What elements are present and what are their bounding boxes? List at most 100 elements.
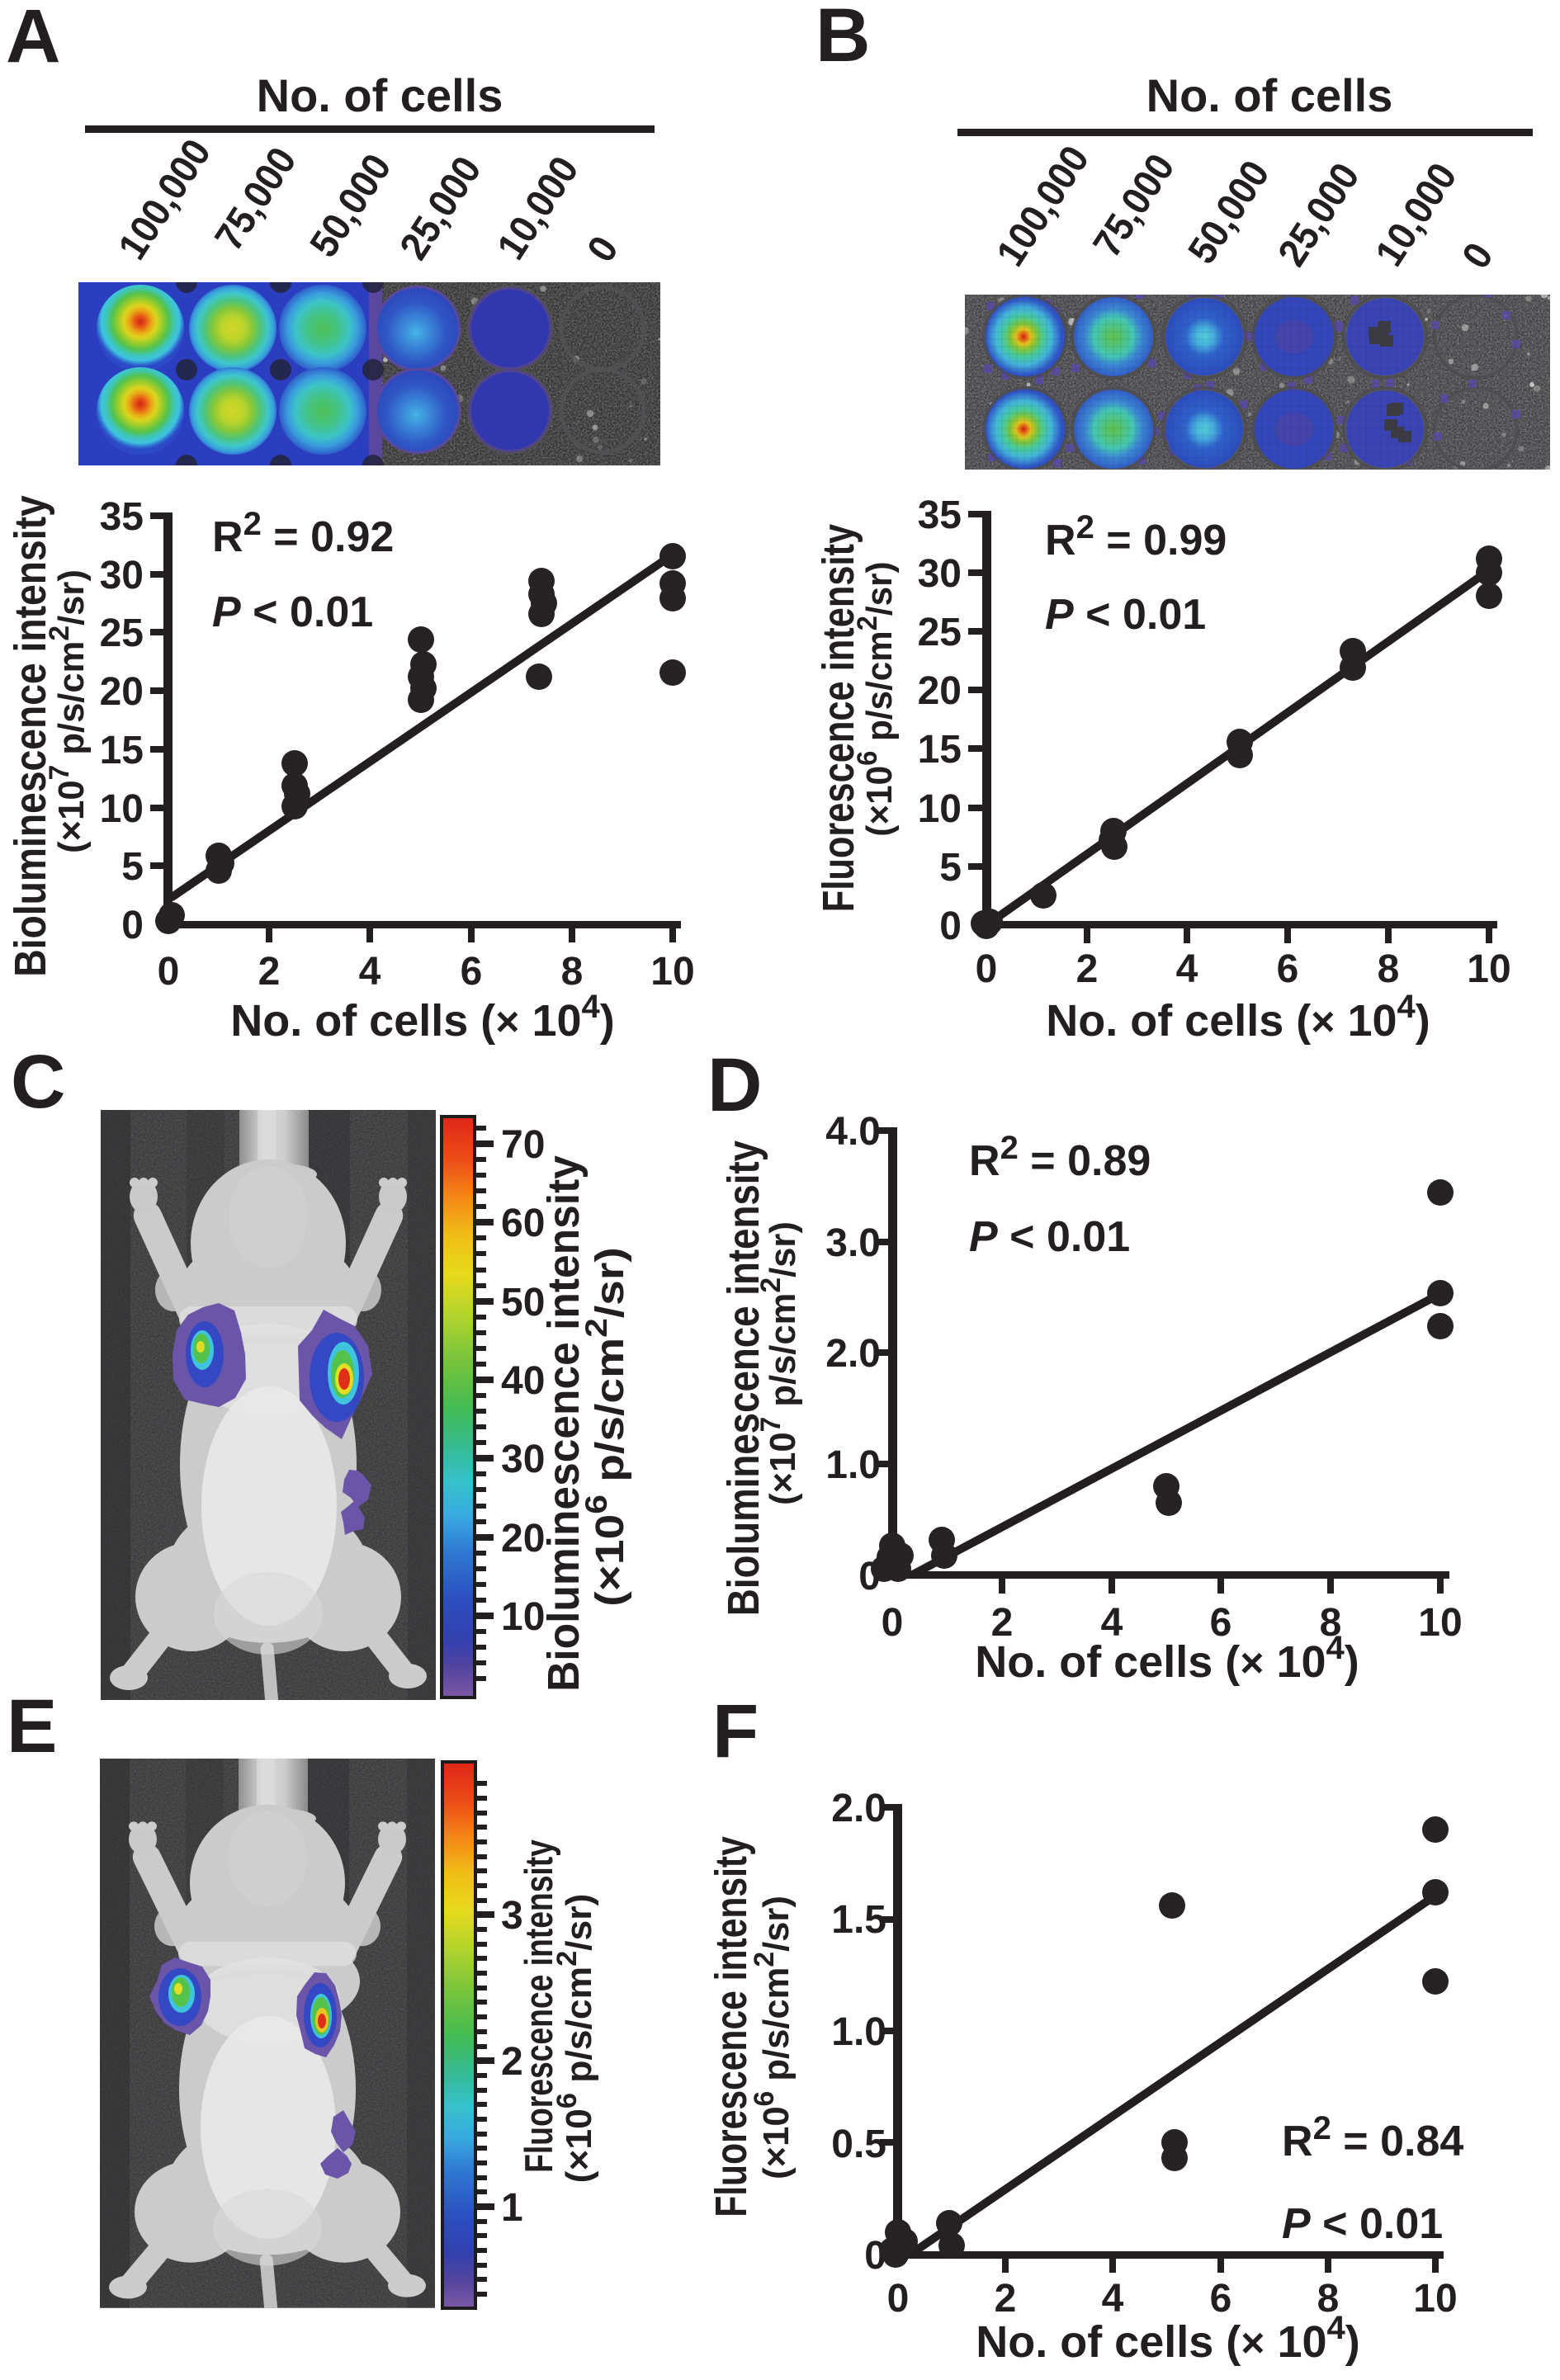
svg-text:2: 2 bbox=[1076, 947, 1099, 991]
svg-text:P < 0.01: P < 0.01 bbox=[1282, 2200, 1443, 2248]
svg-text:P < 0.01: P < 0.01 bbox=[212, 588, 373, 636]
svg-text:50: 50 bbox=[501, 1281, 545, 1325]
svg-text:(×106 p/s/cm2/sr): (×106 p/s/cm2/sr) bbox=[749, 1896, 797, 2179]
svg-text:6: 6 bbox=[1210, 2277, 1232, 2321]
svg-text:20: 20 bbox=[501, 1517, 545, 1561]
svg-text:10: 10 bbox=[501, 1595, 545, 1639]
svg-text:20: 20 bbox=[918, 669, 962, 713]
svg-text:0: 0 bbox=[976, 947, 998, 991]
svg-text:0: 0 bbox=[882, 1601, 904, 1645]
svg-text:100,000: 100,000 bbox=[110, 131, 220, 267]
svg-text:50,000: 50,000 bbox=[301, 146, 400, 265]
svg-text:100,000: 100,000 bbox=[988, 138, 1098, 274]
svg-text:10: 10 bbox=[1467, 947, 1510, 991]
svg-text:6: 6 bbox=[1210, 1601, 1232, 1645]
svg-text:30: 30 bbox=[918, 552, 962, 596]
svg-text:70: 70 bbox=[501, 1123, 545, 1167]
svg-text:0: 0 bbox=[887, 2277, 910, 2321]
svg-text:0: 0 bbox=[158, 950, 180, 994]
svg-text:R2 = 0.84: R2 = 0.84 bbox=[1282, 2110, 1463, 2165]
svg-text:(×106 p/s/cm2/sr): (×106 p/s/cm2/sr) bbox=[580, 1247, 632, 1606]
svg-text:No. of cells (× 104): No. of cells (× 104) bbox=[975, 1630, 1359, 1687]
svg-text:0: 0 bbox=[121, 904, 144, 947]
svg-text:2: 2 bbox=[991, 1601, 1014, 1645]
svg-text:2.0: 2.0 bbox=[825, 1332, 881, 1376]
svg-text:4: 4 bbox=[1176, 947, 1198, 991]
svg-text:5: 5 bbox=[939, 846, 962, 890]
svg-text:Fluorescence intensity: Fluorescence intensity bbox=[518, 1839, 560, 2173]
svg-text:10: 10 bbox=[1413, 2277, 1457, 2321]
svg-text:75,000: 75,000 bbox=[206, 139, 305, 258]
svg-text:R2 = 0.89: R2 = 0.89 bbox=[969, 1130, 1151, 1185]
svg-text:25,000: 25,000 bbox=[391, 149, 490, 267]
svg-text:15: 15 bbox=[918, 728, 962, 772]
svg-text:(×106 p/s/cm2/sr): (×106 p/s/cm2/sr) bbox=[852, 561, 900, 836]
svg-text:1.0: 1.0 bbox=[825, 1443, 881, 1487]
svg-text:4.0: 4.0 bbox=[825, 1110, 881, 1154]
svg-text:40: 40 bbox=[501, 1359, 545, 1403]
svg-text:25,000: 25,000 bbox=[1269, 155, 1369, 274]
svg-text:35: 35 bbox=[100, 495, 144, 539]
svg-text:(×107 p/s/cm2/sr): (×107 p/s/cm2/sr) bbox=[44, 569, 92, 853]
svg-text:8: 8 bbox=[1320, 1601, 1342, 1645]
svg-text:20: 20 bbox=[100, 670, 144, 714]
svg-text:8: 8 bbox=[1378, 947, 1400, 991]
svg-text:25: 25 bbox=[100, 612, 144, 655]
svg-text:No. of cells: No. of cells bbox=[1146, 69, 1393, 121]
svg-text:25: 25 bbox=[918, 611, 962, 654]
svg-text:E: E bbox=[7, 1684, 57, 1768]
svg-text:8: 8 bbox=[1317, 2277, 1340, 2321]
svg-text:No. of cells (× 104): No. of cells (× 104) bbox=[230, 989, 615, 1046]
svg-text:6: 6 bbox=[461, 950, 483, 994]
svg-text:B: B bbox=[815, 0, 870, 78]
svg-text:30: 30 bbox=[501, 1438, 545, 1481]
svg-text:No. of cells (× 104): No. of cells (× 104) bbox=[1046, 989, 1430, 1046]
svg-text:No. of cells: No. of cells bbox=[257, 69, 503, 121]
svg-text:30: 30 bbox=[100, 554, 144, 597]
svg-text:5: 5 bbox=[121, 845, 144, 889]
svg-text:50,000: 50,000 bbox=[1179, 153, 1279, 272]
svg-text:3: 3 bbox=[501, 1894, 523, 1938]
svg-text:10: 10 bbox=[650, 950, 694, 994]
svg-text:0: 0 bbox=[939, 904, 962, 948]
svg-text:Bioluminescence intensity: Bioluminescence intensity bbox=[539, 1155, 589, 1691]
svg-text:15: 15 bbox=[100, 729, 144, 772]
svg-text:8: 8 bbox=[561, 950, 584, 994]
svg-text:2: 2 bbox=[501, 2040, 523, 2084]
svg-text:4: 4 bbox=[1102, 2277, 1124, 2321]
svg-text:1.5: 1.5 bbox=[831, 1898, 886, 1942]
svg-text:Fluorescence intensity: Fluorescence intensity bbox=[815, 524, 864, 912]
svg-text:P < 0.01: P < 0.01 bbox=[1045, 591, 1206, 639]
svg-text:R2 = 0.92: R2 = 0.92 bbox=[212, 506, 394, 561]
svg-text:10,000: 10,000 bbox=[489, 149, 588, 267]
svg-text:0: 0 bbox=[1454, 234, 1502, 276]
svg-text:4: 4 bbox=[1101, 1601, 1123, 1645]
svg-text:(×106 p/s/cm2/sr): (×106 p/s/cm2/sr) bbox=[551, 1894, 599, 2184]
svg-text:D: D bbox=[707, 1043, 762, 1127]
svg-text:A: A bbox=[6, 0, 60, 78]
svg-text:(×107 p/s/cm2/sr): (×107 p/s/cm2/sr) bbox=[755, 1221, 803, 1505]
svg-text:Bioluminescence intensity: Bioluminescence intensity bbox=[5, 495, 55, 977]
svg-text:0.5: 0.5 bbox=[831, 2123, 886, 2166]
svg-text:60: 60 bbox=[501, 1202, 545, 1245]
svg-text:75,000: 75,000 bbox=[1085, 146, 1184, 265]
svg-text:2.0: 2.0 bbox=[831, 1787, 886, 1830]
svg-text:2: 2 bbox=[995, 2277, 1017, 2321]
svg-text:10: 10 bbox=[1418, 1601, 1462, 1645]
svg-text:10,000: 10,000 bbox=[1367, 155, 1466, 274]
svg-text:4: 4 bbox=[359, 950, 381, 994]
svg-text:P < 0.01: P < 0.01 bbox=[969, 1213, 1130, 1261]
svg-text:3.0: 3.0 bbox=[825, 1221, 881, 1265]
svg-text:35: 35 bbox=[918, 493, 962, 537]
svg-text:R2 = 0.99: R2 = 0.99 bbox=[1045, 509, 1227, 564]
svg-text:1: 1 bbox=[501, 2186, 523, 2230]
svg-text:10: 10 bbox=[100, 787, 144, 831]
svg-text:0: 0 bbox=[579, 228, 627, 269]
svg-text:10: 10 bbox=[918, 787, 962, 831]
svg-text:Fluorescence intensity: Fluorescence intensity bbox=[707, 1836, 756, 2217]
svg-text:C: C bbox=[11, 1040, 65, 1124]
svg-text:1.0: 1.0 bbox=[831, 2010, 886, 2054]
svg-text:No. of cells (× 104): No. of cells (× 104) bbox=[976, 2310, 1360, 2367]
svg-text:F: F bbox=[712, 1689, 759, 1773]
svg-text:6: 6 bbox=[1277, 947, 1299, 991]
